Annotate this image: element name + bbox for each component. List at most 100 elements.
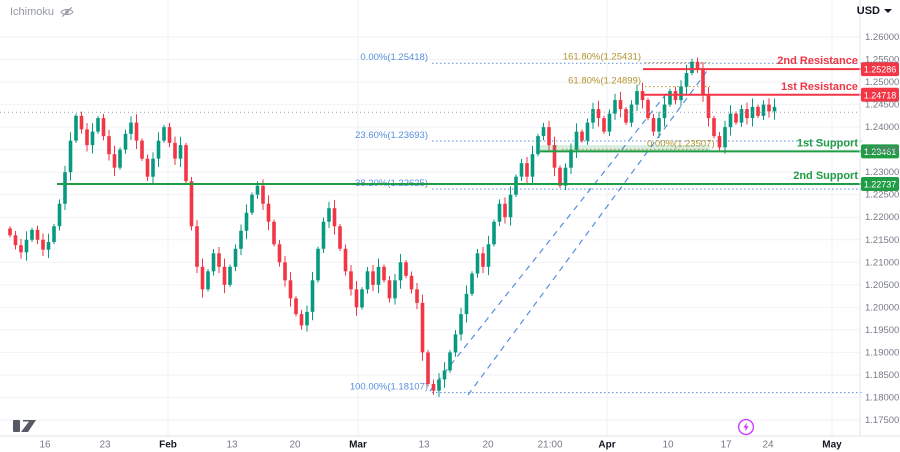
eye-off-icon[interactable]	[60, 6, 74, 18]
y-axis-label: 1.20500	[865, 280, 899, 291]
y-axis-label: 1.23500	[865, 145, 899, 156]
candle	[541, 127, 546, 137]
candle	[19, 245, 23, 253]
trend-channel-line[interactable]	[429, 88, 671, 392]
candle	[228, 266, 232, 285]
candle	[123, 133, 128, 150]
fib-level-label: 0.00%(1.25418)	[360, 52, 428, 63]
fib-level-label: 0.00%(1.23507)	[647, 138, 715, 149]
y-axis-label: 1.20000	[865, 302, 899, 313]
candle	[679, 86, 683, 101]
candle	[266, 203, 271, 222]
candle	[690, 61, 694, 74]
candle	[151, 158, 155, 177]
candle	[349, 271, 353, 290]
candle	[393, 280, 397, 299]
y-axis-label: 1.25500	[865, 55, 899, 66]
candle	[464, 293, 469, 315]
x-axis-label: May	[822, 440, 842, 451]
candle	[101, 118, 106, 137]
candle	[288, 280, 293, 299]
candle	[591, 109, 595, 123]
candle	[189, 181, 194, 227]
candle	[255, 185, 260, 195]
y-axis-label: 1.25000	[865, 77, 899, 88]
trend-channel-line[interactable]	[467, 70, 708, 396]
candle	[178, 145, 183, 159]
candle	[712, 118, 716, 137]
candle	[420, 302, 425, 353]
candle	[52, 226, 56, 243]
candle	[734, 113, 738, 123]
candle	[415, 289, 419, 303]
candle	[651, 118, 656, 132]
candle	[167, 127, 172, 143]
x-axis-label: Feb	[159, 440, 177, 451]
currency-label: USD	[856, 5, 880, 17]
candle	[63, 172, 67, 204]
candle	[684, 73, 689, 87]
support-label: 2nd Support	[793, 170, 858, 182]
candle	[398, 262, 403, 281]
fib-level-label: 161.80%(1.25431)	[563, 52, 641, 63]
lightning-event-icon[interactable]	[737, 418, 755, 441]
candle	[360, 289, 364, 308]
support-resistance-levels: 2nd Resistance 1.25286 1st Resistance 1.247…	[57, 55, 899, 192]
axes: 1.26000 1.25500 1.25000 1.24500 1.24000 1.235…	[39, 32, 899, 451]
fib-level-label: 100.00%(1.18107)	[350, 382, 428, 393]
candle	[57, 203, 62, 227]
candle	[701, 68, 705, 96]
candle	[354, 289, 359, 308]
candle	[574, 131, 579, 150]
candle	[107, 136, 111, 155]
candle	[129, 122, 133, 134]
candle	[244, 212, 249, 231]
candle	[426, 352, 430, 384]
candle	[316, 248, 320, 281]
candle	[530, 154, 535, 177]
candle	[607, 113, 612, 132]
candle	[475, 253, 480, 274]
y-axis-label: 1.23000	[865, 167, 899, 178]
candle	[613, 100, 617, 114]
tradingview-logo[interactable]	[12, 418, 52, 439]
candle	[519, 163, 524, 177]
candle	[46, 242, 51, 250]
candle	[580, 131, 584, 141]
x-axis-label: 24	[762, 440, 774, 451]
candle	[481, 253, 485, 267]
candle	[239, 230, 243, 249]
candle	[134, 122, 139, 141]
fib-level-label: 23.60%(1.23693)	[355, 130, 428, 141]
candle	[343, 248, 348, 272]
indicator-name: Ichimoku	[10, 6, 55, 18]
candle	[668, 91, 672, 105]
resistance-label: 2nd Resistance	[777, 55, 858, 67]
candle	[662, 104, 667, 119]
candle	[162, 127, 166, 141]
y-axis-label: 1.18000	[865, 392, 899, 403]
candle	[629, 104, 634, 123]
candle	[30, 229, 34, 240]
candle	[459, 314, 463, 335]
y-axis-label: 1.17500	[865, 415, 899, 426]
candle	[217, 253, 221, 267]
candle	[13, 235, 18, 246]
candle	[717, 136, 722, 148]
candle	[404, 262, 408, 276]
candle	[596, 109, 601, 119]
x-axis-label: Mar	[349, 440, 367, 451]
candle	[321, 221, 326, 249]
candle	[96, 118, 100, 132]
grid-lines	[0, 0, 860, 436]
candle	[695, 61, 700, 69]
price-tag-value: 1.25286	[864, 65, 897, 75]
y-axis-label: 1.26000	[865, 32, 899, 43]
chevron-down-icon	[884, 9, 892, 13]
currency-selector[interactable]: USD	[857, 5, 892, 17]
candle	[195, 226, 199, 267]
indicator-legend[interactable]: Ichimoku	[10, 6, 74, 18]
candle	[145, 158, 150, 177]
candle	[200, 266, 205, 290]
